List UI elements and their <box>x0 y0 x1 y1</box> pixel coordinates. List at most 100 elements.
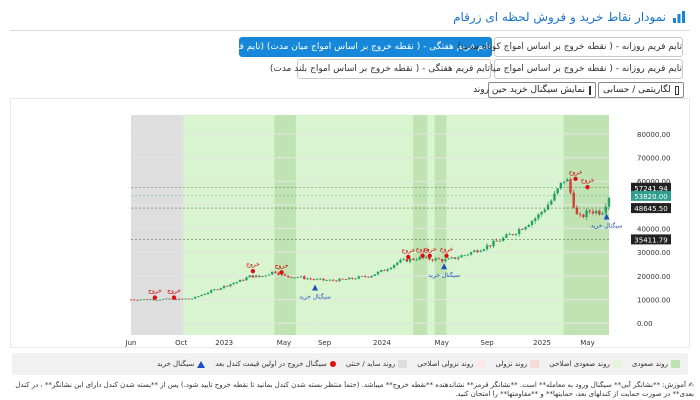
candle-body <box>473 250 476 253</box>
buy-arrow-icon <box>197 360 206 368</box>
candle-body <box>578 214 582 215</box>
candle-body <box>521 229 524 230</box>
show-signal-checkbox[interactable] <box>589 85 591 95</box>
guide-paragraph: آموزش: **نشانگر آبی** سیگنال ورود به معا… <box>15 381 694 398</box>
y-tick-label: 80000.00 <box>637 131 670 139</box>
buy-signal-label: سیگنال خرید <box>591 222 623 230</box>
candle-body <box>517 229 521 234</box>
trend-region-uptrend <box>317 115 609 335</box>
candle-body <box>152 299 155 301</box>
candle-body <box>251 275 255 278</box>
candlestick-chart-svg[interactable]: 80000.0070000.0060000.0050000.0040000.00… <box>11 99 689 347</box>
candle-body <box>553 193 556 201</box>
candle-body <box>229 284 232 287</box>
candle-body <box>190 298 194 300</box>
candle-body <box>434 258 437 261</box>
candle-body <box>469 252 473 255</box>
candle-body <box>594 210 598 214</box>
candle-body <box>585 210 588 218</box>
daily-mid-timeframe-button[interactable]: تایم فریم روزانه - ( نقطه خروج بر اساس ا… <box>460 59 683 79</box>
candle-body <box>505 234 508 238</box>
price-label-box <box>631 190 671 201</box>
x-tick-label: 2025 <box>533 339 551 347</box>
legend-buy-signal-label: سیگنال خرید <box>157 360 195 368</box>
candle-body <box>181 298 184 300</box>
candle-body <box>460 255 463 258</box>
exit-signal-dot <box>573 176 578 182</box>
weekly-long-timeframe-button[interactable]: تایم فریم هفتگی - ( نقطه خروج بر اساس ام… <box>270 59 491 79</box>
candle-body <box>482 249 486 251</box>
log-toggle-label: لگاریتمی / حسابی <box>603 85 671 95</box>
exit-signal-label: خروج <box>148 288 162 295</box>
candle-body <box>232 283 235 285</box>
candle-body <box>489 245 492 247</box>
candle-body <box>559 182 563 189</box>
chart-legend: روند صعودی روند صعودی اصلاحی روند نزولی … <box>12 353 688 375</box>
candle-body <box>562 181 566 183</box>
candle-body <box>197 296 200 297</box>
candle-body <box>213 289 216 291</box>
candle-body <box>396 262 399 265</box>
candle-body <box>463 255 466 256</box>
candle-body <box>537 214 540 219</box>
candle-body <box>582 214 585 218</box>
candle-body <box>495 240 498 242</box>
candle-body <box>450 257 454 259</box>
candle-body <box>360 276 364 277</box>
candle-body <box>210 290 213 293</box>
candle-body <box>546 204 550 210</box>
candle-body <box>306 278 309 280</box>
candle-body <box>534 218 537 221</box>
candle-body <box>447 258 450 260</box>
buy-signal-label: سیگنال خرید <box>299 293 331 301</box>
candle-body <box>476 250 479 253</box>
candle-body <box>296 277 300 278</box>
candle-body <box>303 276 306 280</box>
candle-body <box>248 275 251 278</box>
x-tick-label: Sep <box>481 339 495 347</box>
candle-body <box>235 282 239 284</box>
candle-body <box>437 258 441 260</box>
y-tick-label: 10000.00 <box>637 297 670 305</box>
legend-uptrend-correction-label: روند صعودی اصلاحی <box>549 360 610 368</box>
candle-body <box>245 277 248 281</box>
candle-body <box>351 277 354 279</box>
candle-body <box>383 269 386 271</box>
candle-body <box>479 250 482 253</box>
price-label-box <box>631 203 671 214</box>
legend-uptrend-correction: روند صعودی اصلاحی <box>549 360 622 368</box>
y-tick-label: 60000.00 <box>637 178 670 186</box>
x-tick-label: May <box>434 339 448 347</box>
show-buy-signal-toggle[interactable]: نمایش سیگنال خرید حین روند <box>473 82 596 98</box>
candle-body <box>412 258 415 260</box>
candle-body <box>408 258 412 262</box>
candle-body <box>498 240 502 242</box>
candle-body <box>261 276 264 277</box>
candle-body <box>399 259 402 263</box>
price-chart[interactable]: 80000.0070000.0060000.0050000.0040000.00… <box>10 98 690 348</box>
candle-body <box>575 207 579 215</box>
candle-body <box>145 299 149 301</box>
log-toggle-checkbox[interactable] <box>674 85 679 95</box>
log-linear-toggle[interactable]: لگاریتمی / حسابی <box>598 82 684 98</box>
candle-body <box>136 299 139 301</box>
candle-body <box>193 296 197 299</box>
candle-body <box>370 275 373 278</box>
y-tick-label: 70000.00 <box>637 155 670 163</box>
candle-body <box>569 179 572 193</box>
trend-region-uptrend <box>315 115 318 335</box>
price-label-text: 57241.94 <box>634 185 668 193</box>
daily-short-timeframe-button[interactable]: تایم فریم روزانه - ( نقطه خروج بر اساس ا… <box>458 37 683 57</box>
legend-downtrend-correction-label: روند نزولی اصلاحی <box>417 360 474 368</box>
candle-body <box>347 277 351 280</box>
exit-signal-dot <box>171 295 177 300</box>
candle-body <box>591 211 595 214</box>
weekly-best-timeframe-button[interactable]: تایم فریم هفتگی - ( نقطه خروج بر اساس ام… <box>203 37 492 57</box>
candle-body <box>293 277 296 279</box>
candle-body <box>511 234 514 236</box>
candle-body <box>344 279 348 281</box>
candle-body <box>155 299 158 301</box>
candle-body <box>444 259 447 262</box>
candle-body <box>572 192 575 208</box>
candle-body <box>392 264 396 268</box>
